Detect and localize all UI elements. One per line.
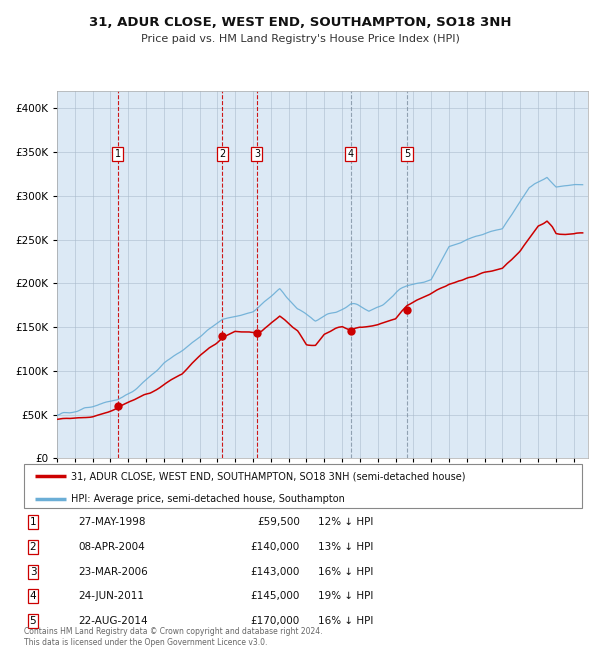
Text: £140,000: £140,000 [251, 542, 300, 552]
Text: 5: 5 [404, 149, 410, 159]
Text: 12% ↓ HPI: 12% ↓ HPI [318, 517, 373, 527]
Text: 27-MAY-1998: 27-MAY-1998 [78, 517, 146, 527]
Text: 31, ADUR CLOSE, WEST END, SOUTHAMPTON, SO18 3NH (semi-detached house): 31, ADUR CLOSE, WEST END, SOUTHAMPTON, S… [71, 471, 466, 482]
Text: Price paid vs. HM Land Registry's House Price Index (HPI): Price paid vs. HM Land Registry's House … [140, 34, 460, 44]
Text: Contains HM Land Registry data © Crown copyright and database right 2024.
This d: Contains HM Land Registry data © Crown c… [24, 627, 323, 647]
Text: 1: 1 [29, 517, 37, 527]
Text: 4: 4 [29, 592, 37, 601]
Text: £145,000: £145,000 [251, 592, 300, 601]
Text: £59,500: £59,500 [257, 517, 300, 527]
Text: 24-JUN-2011: 24-JUN-2011 [78, 592, 144, 601]
Text: 23-MAR-2006: 23-MAR-2006 [78, 567, 148, 577]
Text: 31, ADUR CLOSE, WEST END, SOUTHAMPTON, SO18 3NH: 31, ADUR CLOSE, WEST END, SOUTHAMPTON, S… [89, 16, 511, 29]
Text: 2: 2 [29, 542, 37, 552]
Text: 5: 5 [29, 616, 37, 626]
Text: 16% ↓ HPI: 16% ↓ HPI [318, 616, 373, 626]
Text: £170,000: £170,000 [251, 616, 300, 626]
Text: 08-APR-2004: 08-APR-2004 [78, 542, 145, 552]
Text: 22-AUG-2014: 22-AUG-2014 [78, 616, 148, 626]
Text: 16% ↓ HPI: 16% ↓ HPI [318, 567, 373, 577]
Text: 2: 2 [219, 149, 226, 159]
Text: 3: 3 [254, 149, 260, 159]
Text: 13% ↓ HPI: 13% ↓ HPI [318, 542, 373, 552]
Text: 19% ↓ HPI: 19% ↓ HPI [318, 592, 373, 601]
Text: 4: 4 [347, 149, 354, 159]
Text: 3: 3 [29, 567, 37, 577]
Text: 1: 1 [115, 149, 121, 159]
Text: HPI: Average price, semi-detached house, Southampton: HPI: Average price, semi-detached house,… [71, 493, 346, 504]
Text: £143,000: £143,000 [251, 567, 300, 577]
